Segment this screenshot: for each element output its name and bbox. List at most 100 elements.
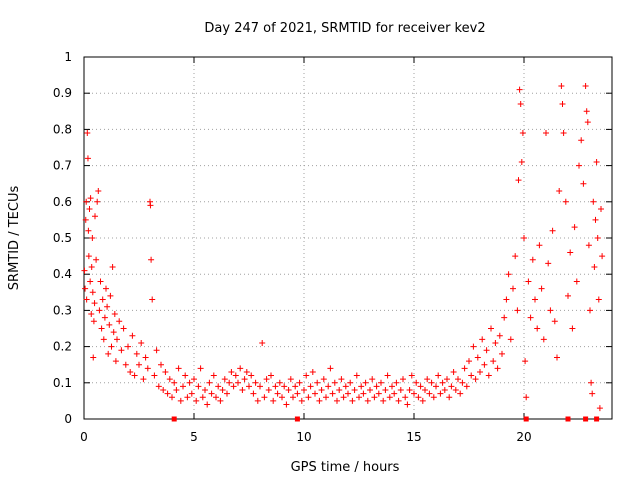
data-point bbox=[259, 339, 266, 346]
y-tick-label: 0.8 bbox=[53, 122, 72, 136]
data-point bbox=[208, 390, 215, 397]
data-point bbox=[120, 325, 127, 332]
data-point bbox=[116, 318, 123, 325]
data-point bbox=[488, 325, 494, 332]
data-point bbox=[549, 227, 556, 234]
data-point bbox=[389, 383, 395, 390]
data-point bbox=[303, 372, 310, 379]
data-point bbox=[228, 368, 235, 375]
data-point bbox=[515, 177, 522, 184]
data-point bbox=[92, 213, 98, 220]
data-point bbox=[596, 405, 603, 412]
data-point bbox=[556, 187, 563, 194]
data-point bbox=[367, 387, 373, 394]
data-point bbox=[422, 387, 428, 394]
data-point bbox=[560, 130, 567, 137]
data-point bbox=[158, 361, 164, 368]
data-point bbox=[593, 158, 600, 165]
data-point bbox=[411, 390, 417, 397]
data-point bbox=[155, 383, 162, 390]
x-axis-label: GPS time / hours bbox=[291, 460, 400, 475]
data-point bbox=[384, 372, 391, 379]
data-point bbox=[479, 336, 486, 343]
data-point bbox=[85, 227, 92, 234]
data-point bbox=[112, 358, 119, 365]
data-point bbox=[569, 325, 576, 332]
data-point bbox=[391, 390, 398, 397]
data-point bbox=[175, 365, 182, 372]
data-point bbox=[99, 296, 106, 303]
data-point bbox=[470, 343, 477, 350]
data-point bbox=[457, 390, 464, 397]
data-point bbox=[485, 372, 492, 379]
data-point bbox=[166, 376, 173, 383]
data-point bbox=[197, 365, 204, 372]
data-point bbox=[93, 256, 100, 263]
data-point bbox=[417, 383, 424, 390]
data-point bbox=[88, 263, 95, 270]
data-point bbox=[594, 235, 601, 241]
data-point bbox=[103, 285, 109, 292]
data-point bbox=[347, 379, 354, 386]
data-point bbox=[430, 394, 437, 401]
data-point bbox=[144, 365, 151, 372]
data-point bbox=[558, 82, 565, 89]
data-point bbox=[521, 235, 527, 241]
data-point bbox=[494, 365, 501, 372]
data-point bbox=[547, 307, 554, 314]
data-point bbox=[463, 383, 470, 390]
data-point bbox=[375, 390, 382, 397]
y-tick-label: 0.9 bbox=[53, 86, 72, 100]
axis-marker bbox=[565, 416, 571, 422]
data-point bbox=[107, 292, 114, 299]
data-point bbox=[336, 387, 343, 394]
data-point bbox=[356, 394, 362, 401]
data-point bbox=[252, 379, 259, 386]
data-point bbox=[585, 242, 592, 249]
data-point bbox=[90, 354, 97, 361]
data-point bbox=[235, 379, 241, 386]
data-point bbox=[312, 390, 318, 397]
data-point bbox=[106, 321, 113, 328]
data-point bbox=[583, 108, 590, 115]
data-point bbox=[448, 383, 455, 390]
data-point bbox=[104, 303, 111, 310]
data-point bbox=[217, 397, 224, 404]
data-point bbox=[587, 307, 593, 314]
data-point bbox=[490, 358, 497, 365]
data-point bbox=[173, 387, 180, 394]
data-point bbox=[169, 394, 175, 401]
data-point bbox=[204, 401, 211, 408]
data-point bbox=[305, 394, 312, 401]
data-point bbox=[342, 383, 349, 390]
data-point bbox=[435, 372, 442, 379]
y-tick-label: 1 bbox=[64, 50, 72, 64]
data-point bbox=[507, 336, 514, 343]
data-point bbox=[446, 394, 453, 401]
data-point bbox=[138, 339, 145, 346]
data-point bbox=[114, 336, 120, 343]
data-point bbox=[426, 390, 433, 397]
data-point bbox=[424, 376, 431, 383]
data-point bbox=[413, 379, 420, 386]
data-point bbox=[261, 394, 268, 401]
data-point bbox=[455, 376, 461, 383]
data-point bbox=[534, 325, 541, 332]
data-point bbox=[87, 195, 94, 202]
data-point bbox=[89, 235, 96, 241]
data-point bbox=[84, 130, 91, 137]
y-axis-label: SRMTID / TECUs bbox=[7, 186, 22, 291]
data-point bbox=[296, 379, 303, 386]
data-point bbox=[444, 376, 450, 383]
data-point bbox=[221, 376, 228, 383]
data-point bbox=[369, 376, 376, 383]
data-point bbox=[94, 198, 101, 205]
data-point bbox=[314, 379, 321, 386]
data-point bbox=[298, 397, 305, 404]
data-point bbox=[95, 187, 102, 194]
data-point bbox=[100, 336, 107, 343]
data-point bbox=[540, 336, 547, 343]
data-point bbox=[437, 390, 444, 397]
data-point bbox=[307, 383, 314, 390]
data-point bbox=[285, 387, 292, 394]
